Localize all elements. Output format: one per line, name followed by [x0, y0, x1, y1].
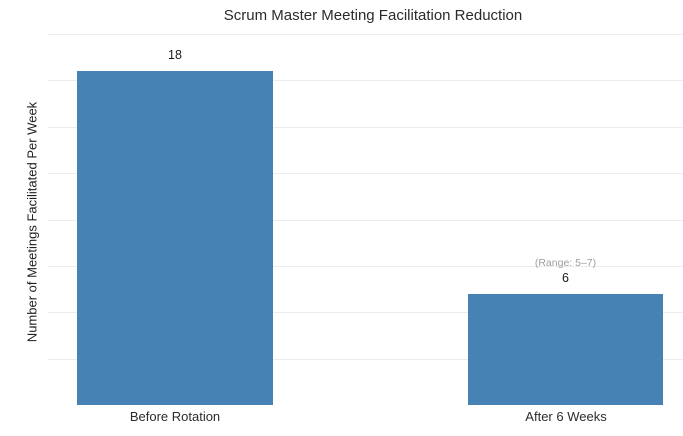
- bar-group-after-6-weeks: (Range: 5–7) 6: [468, 257, 663, 405]
- gridline: [48, 34, 683, 35]
- bar-after-6-weeks: [468, 293, 663, 405]
- gridline: [48, 173, 683, 175]
- bar-value-label: 18: [168, 48, 182, 63]
- gridline: [48, 126, 683, 128]
- chart-title: Scrum Master Meeting Facilitation Reduct…: [223, 7, 523, 24]
- gridline: [48, 312, 683, 314]
- gridline: [48, 80, 683, 82]
- bar-group-before-rotation: 18: [77, 48, 273, 405]
- x-tick-after-6-weeks: After 6 Weeks: [525, 409, 607, 424]
- gridline: [48, 265, 683, 267]
- bar-value-label: 6: [562, 270, 569, 285]
- x-tick-before-rotation: Before Rotation: [129, 409, 221, 424]
- gridline: [48, 358, 683, 360]
- range-annotation: (Range: 5–7): [534, 256, 597, 269]
- gridline: [48, 219, 683, 221]
- bar-before-rotation: [77, 71, 273, 405]
